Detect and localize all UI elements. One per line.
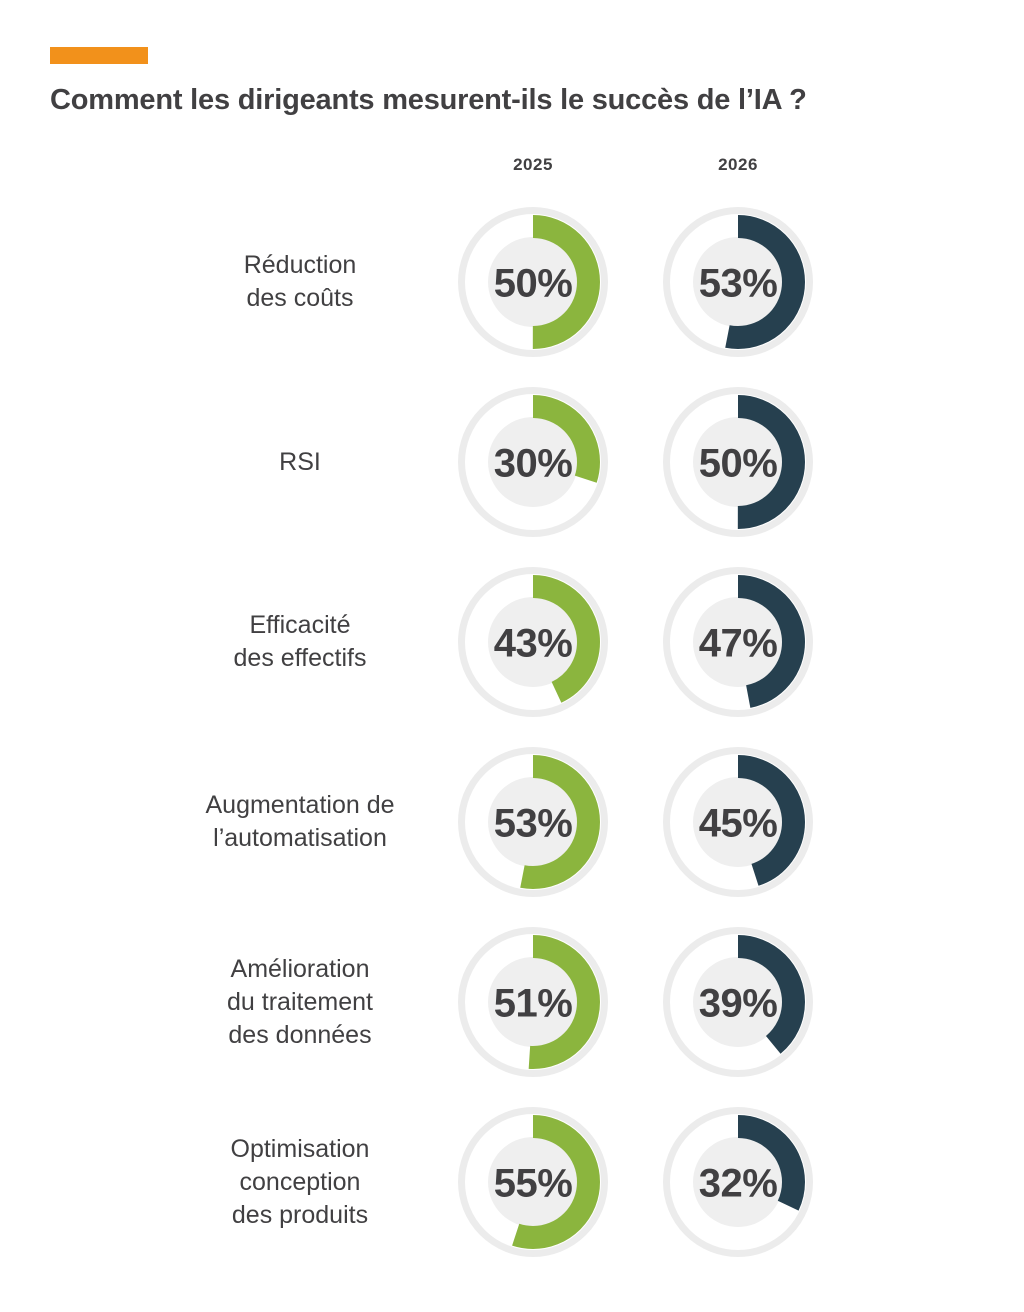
donut-cell-2026: 39% [645,927,831,1077]
donut-2026-row2: 50% [663,387,813,537]
column-headers: 2025 2026 [0,155,1024,192]
donut-2025-row1-value: 50% [494,261,573,305]
donut-2026-row6-value: 32% [699,1161,778,1205]
donut-cell-2025: 50% [440,207,626,357]
donut-cell-2026: 47% [645,567,831,717]
row-label: Efficacité des effectifs [233,611,367,672]
donut-2025-row1: 50% [458,207,608,357]
donut-2026-row4: 45% [663,747,813,897]
page-title: Comment les dirigeants mesurent-ils le s… [50,84,807,116]
donut-2025-row4-value: 53% [494,801,573,845]
donut-cell-2025: 30% [440,387,626,537]
donut-table: 2025 2026 Réduction des coûts 50% 53% RSI 30%… [0,155,1024,1272]
donut-2026-row3-value: 47% [699,621,778,665]
row-label: Réduction des coûts [243,251,357,312]
chart-row: Amélioration du traitement des données 51% 3… [0,912,1024,1092]
row-label: Amélioration du traitement des données [227,954,373,1049]
donut-2026-row6: 32% [663,1107,813,1257]
donut-2025-row2: 30% [458,387,608,537]
row-label: RSI [279,447,321,476]
donut-cell-2025: 55% [440,1107,626,1257]
chart-row: Optimisation conception des produits 55% 32% [0,1092,1024,1272]
donut-2025-row6: 55% [458,1107,608,1257]
donut-2026-row1: 53% [663,207,813,357]
row-label: Optimisation conception des produits [230,1134,370,1229]
donut-2026-row5: 39% [663,927,813,1077]
column-header-2026: 2026 [718,155,758,174]
donut-2025-row5-value: 51% [494,981,573,1025]
chart-row: Efficacité des effectifs 43% 47% [0,552,1024,732]
donut-2025-row5: 51% [458,927,608,1077]
donut-cell-2026: 32% [645,1107,831,1257]
chart-row: RSI 30% 50% [0,372,1024,552]
donut-2026-row5-value: 39% [699,981,778,1025]
accent-bar [50,47,148,64]
donut-2025-row3: 43% [458,567,608,717]
donut-2026-row4-value: 45% [699,801,778,845]
donut-2026-row1-value: 53% [699,261,778,305]
donut-cell-2025: 51% [440,927,626,1077]
donut-2026-row2-value: 50% [699,441,778,485]
donut-cell-2026: 50% [645,387,831,537]
rows: Réduction des coûts 50% 53% RSI 30% 50% Efficac… [0,192,1024,1272]
donut-cell-2026: 53% [645,207,831,357]
donut-2025-row4: 53% [458,747,608,897]
donut-2026-row3: 47% [663,567,813,717]
chart-row: Réduction des coûts 50% 53% [0,192,1024,372]
donut-cell-2025: 43% [440,567,626,717]
chart-row: Augmentation de l’automatisation 53% 45% [0,732,1024,912]
donut-2025-row6-value: 55% [494,1161,573,1205]
donut-2025-row3-value: 43% [494,621,573,665]
donut-cell-2026: 45% [645,747,831,897]
donut-cell-2025: 53% [440,747,626,897]
row-label: Augmentation de l’automatisation [205,791,395,852]
column-header-2025: 2025 [513,155,553,174]
donut-2025-row2-value: 30% [494,441,573,485]
